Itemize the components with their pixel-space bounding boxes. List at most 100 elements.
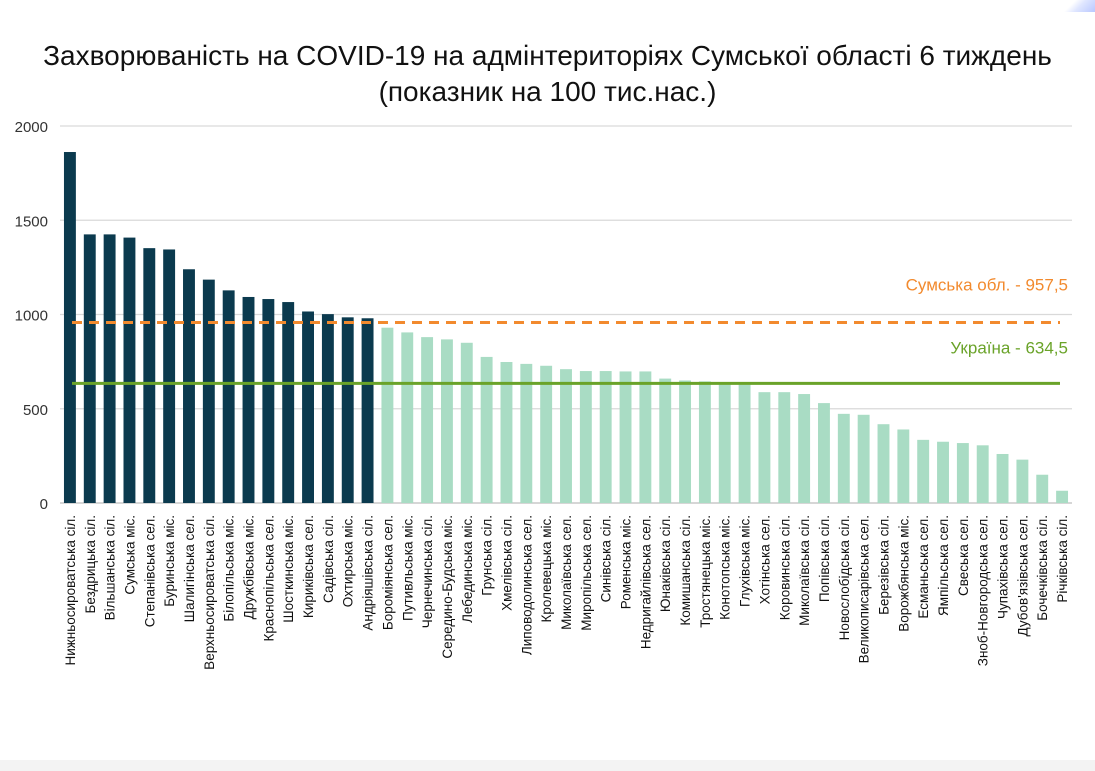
x-tick-label: Шосткинська міс.	[281, 515, 296, 623]
x-tick-label: Липоводолинська сел.	[519, 515, 534, 655]
corner-decoration	[1055, 0, 1095, 12]
bar	[599, 371, 612, 503]
ukraine-average-label: Україна - 634,5	[950, 338, 1068, 357]
bar	[976, 445, 989, 503]
x-tick-label: Грунська сіл.	[480, 515, 495, 596]
chart-subtitle: (показник на 100 тис.нас.)	[378, 76, 717, 107]
x-tick-label: Сумська міс.	[122, 515, 137, 595]
y-axis-labels: 0 500 1000 1500 2000	[15, 119, 48, 513]
x-tick-label: Свеська сел.	[956, 515, 971, 596]
x-tick-label: Андріяшівська сіл.	[361, 515, 376, 631]
x-tick-label: Тростянецька міс.	[698, 515, 713, 628]
bar	[143, 248, 156, 503]
chart-title-block: Захворюваність на COVID-19 на адмінтерит…	[0, 38, 1095, 110]
x-tick-label: Середино-Будська міс.	[440, 515, 455, 659]
x-tick-label: Ворожбянська міс.	[896, 515, 911, 632]
bar	[500, 362, 513, 503]
bar	[381, 327, 394, 503]
x-tick-label: Конотопська міс.	[718, 515, 733, 620]
x-tick-label: Садівська сіл.	[321, 515, 336, 603]
bar	[1056, 490, 1069, 503]
bar	[1016, 459, 1029, 503]
x-tick-label: Есманьська сел.	[916, 515, 931, 619]
bar	[798, 394, 811, 503]
bar	[659, 378, 672, 503]
bar	[837, 413, 850, 503]
x-tick-label: Глухівська міс.	[738, 515, 753, 607]
x-tick-label: Коровинська сіл.	[777, 515, 792, 620]
bar	[956, 443, 969, 503]
x-tick-label: Новослобідська сіл.	[837, 515, 852, 640]
bar	[242, 296, 255, 503]
x-tick-label: Великописарівська сел.	[857, 515, 872, 663]
bar	[83, 234, 96, 503]
x-tick-label: Бочечківська сіл.	[1035, 515, 1050, 621]
bar	[778, 392, 791, 503]
x-tick-label: Чупахівська сел.	[996, 515, 1011, 619]
bar	[540, 365, 553, 503]
bar	[460, 342, 473, 503]
bar	[282, 302, 295, 503]
bar	[897, 429, 910, 503]
x-tick-label: Бездрицька сіл.	[83, 515, 98, 614]
bar	[401, 332, 414, 503]
bar	[738, 384, 751, 503]
bar	[560, 369, 572, 503]
bar	[639, 371, 652, 503]
x-tick-label: Попівська сіл.	[817, 515, 832, 602]
x-tick-label: Річківська сіл.	[1055, 515, 1070, 603]
x-tick-label: Лебединська міс.	[460, 515, 475, 623]
bottom-strip	[0, 760, 1095, 771]
bar	[163, 249, 176, 503]
y-tick-label: 1500	[15, 213, 48, 230]
x-tick-label: Березівська сіл.	[876, 515, 891, 615]
x-tick-label: Буринська міс.	[162, 515, 177, 607]
bar	[619, 371, 632, 503]
bar	[103, 234, 116, 503]
x-tick-label: Миколаївська сіл.	[797, 515, 812, 626]
y-tick-label: 0	[40, 496, 48, 513]
bars	[63, 152, 1069, 504]
x-tick-label: Шалигінська сел.	[182, 515, 197, 622]
y-tick-label: 1000	[15, 308, 48, 325]
bar	[262, 299, 275, 503]
x-tick-label: Зноб-Новгородська сел.	[976, 515, 991, 666]
x-tick-label: Бороміянська сел.	[380, 515, 395, 630]
x-tick-label: Комишанська сіл.	[678, 515, 693, 626]
x-tick-label: Хмелівська сіл.	[499, 515, 514, 611]
x-tick-label: Білопільська міс.	[222, 515, 237, 622]
region-average-label: Сумська обл. - 957,5	[906, 276, 1068, 295]
x-tick-label: Кириківська сел.	[301, 515, 316, 618]
x-tick-label: Миропільська сел.	[579, 515, 594, 631]
bar	[1036, 474, 1049, 503]
bar	[63, 152, 76, 503]
bar	[222, 290, 235, 503]
bar	[440, 339, 453, 503]
bar	[480, 356, 493, 503]
bar	[123, 237, 136, 504]
x-tick-label: Кролевецька міс.	[539, 515, 554, 623]
x-tick-label: Вільшанська сіл.	[103, 515, 118, 620]
x-tick-label: Синівська сіл.	[599, 515, 614, 602]
bar	[937, 441, 949, 503]
bar	[679, 380, 692, 503]
x-tick-label: Недригайлівська сел.	[638, 515, 653, 649]
x-tick-label: Путивльська міс.	[400, 515, 415, 621]
x-tick-label: Роменська міс.	[619, 515, 634, 609]
x-tick-label: Нижньосироватська сіл.	[63, 515, 78, 666]
bar	[421, 337, 434, 503]
bar	[302, 311, 314, 503]
bar	[361, 318, 374, 503]
bar	[758, 392, 771, 503]
x-tick-label: Дубов'язівська сел.	[1015, 515, 1030, 637]
x-tick-label: Чернечинська сіл.	[420, 515, 435, 628]
bar	[917, 439, 930, 503]
bar	[996, 453, 1009, 503]
bar	[818, 403, 830, 503]
bar	[698, 381, 711, 503]
y-tick-label: 500	[23, 402, 48, 419]
chart-title: Захворюваність на COVID-19 на адмінтерит…	[43, 40, 1052, 71]
x-tick-label: Степанівська сел.	[142, 515, 157, 627]
bar	[341, 317, 354, 503]
